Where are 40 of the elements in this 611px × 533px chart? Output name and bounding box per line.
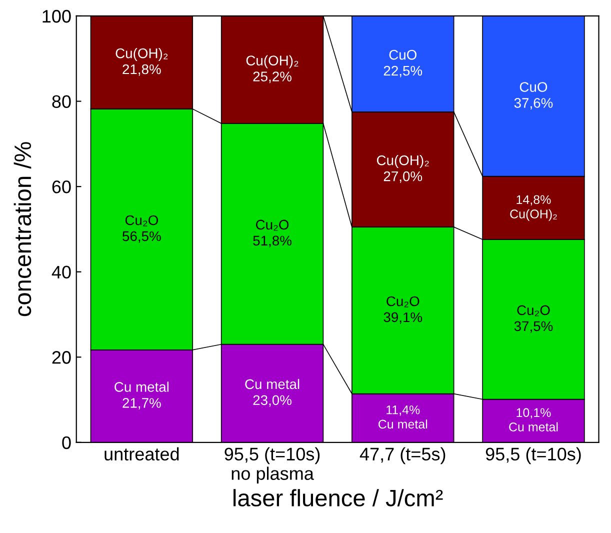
- data-label: 27,0%: [384, 171, 422, 183]
- x-tick-label: 95,5 (t=10s) no plasma: [224, 447, 320, 484]
- data-label: 51,8%: [253, 236, 292, 248]
- data-label: 21,8%: [122, 64, 161, 76]
- y-tick-label: 60: [52, 180, 71, 194]
- y-tick-label: 80: [52, 95, 71, 108]
- data-label: 11,4%: [386, 405, 420, 416]
- text: Cu(OH)₂: [116, 48, 168, 61]
- data-label: 22,5%: [384, 66, 422, 78]
- data-label: 39,1%: [384, 312, 422, 324]
- text: Cu₂O: [517, 305, 550, 316]
- data-label: 21,7%: [122, 398, 161, 410]
- series-label: Cu₂O: [256, 220, 289, 231]
- series-label: Cu(OH)₂: [510, 209, 557, 221]
- y-tick-label: 40: [52, 266, 71, 279]
- text: Cu₂O: [386, 296, 420, 308]
- text: Cu metal: [378, 419, 428, 429]
- data-label: 23,0%: [253, 395, 292, 407]
- series-label: Cu metal: [509, 422, 558, 432]
- y-tick-label: 20: [52, 351, 71, 364]
- x-tick-label: untreated: [104, 447, 179, 461]
- text: Cu(OH)₂: [376, 155, 429, 168]
- x-tick-label: 95,5 (t=10s): [486, 447, 581, 464]
- y-tick-label: 100: [42, 10, 71, 23]
- data-label: 25,2%: [253, 72, 292, 84]
- text: Cu₂O: [125, 215, 158, 226]
- series-label: CuO: [389, 50, 416, 60]
- y-tick-label: 0: [62, 436, 71, 450]
- x-axis-title: laser fluence / J/cm²: [234, 489, 443, 506]
- data-label: 56,5%: [122, 231, 161, 243]
- text: CuO: [520, 82, 548, 92]
- data-label: 37,5%: [514, 321, 553, 333]
- x-tick-label: 47,7 (t=5s): [360, 447, 446, 464]
- data-label: 37,6%: [514, 98, 553, 110]
- text: Cu metal: [114, 382, 169, 392]
- text: Cu(OH)₂: [246, 55, 298, 68]
- data-label: 10,1%: [516, 408, 551, 419]
- y-axis-title: concentration /%: [14, 142, 32, 316]
- data-label: 14,8%: [516, 195, 551, 206]
- text: Cu metal: [245, 378, 300, 390]
